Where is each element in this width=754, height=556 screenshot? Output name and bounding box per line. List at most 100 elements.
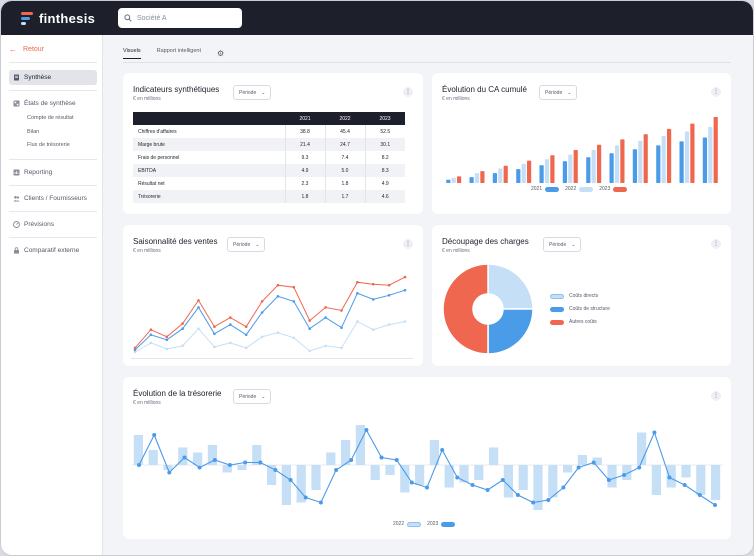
table-header-row: 2021 2022 2023 [133,112,405,125]
period-select[interactable]: Période ⌄ [227,237,266,252]
sidebar-item-label: Clients / Fournisseurs [24,195,87,202]
ca-bar [539,165,544,183]
card-unit: € en millions [133,96,161,102]
pie-slice [442,263,489,355]
treso-bar [355,425,365,465]
series-point [371,328,375,331]
view-tabs: Visuels Rapport intelligent ⚙ [123,45,224,61]
users-icon [13,196,20,202]
more-options-icon[interactable]: ⋮ [403,87,413,97]
treso-point [637,465,642,470]
more-options-icon[interactable]: ⋮ [711,391,721,401]
cell-value: 9.3 [285,151,326,164]
treso-bar [148,450,158,465]
chevron-down-icon: ⌄ [571,241,576,248]
period-label: Période [549,241,567,248]
sidebar-item-clients[interactable]: Clients / Fournisseurs [9,191,97,206]
ca-bar [544,159,550,183]
series-point [260,300,264,303]
back-label: Retour [23,46,45,53]
company-search-input[interactable]: Société A [118,8,242,28]
legend-swatch [579,186,594,192]
treso-bar [133,435,143,465]
treso-bar [222,465,232,473]
sidebar-item-synthese[interactable]: Synthèse [9,70,97,85]
treso-bar [592,457,602,465]
ca-bar-chart [446,117,718,183]
period-select[interactable]: Période ⌄ [539,85,578,100]
card-title: Évolution de la trésorerie [133,389,222,398]
sidebar-divider [9,90,97,91]
table-header-cell: 2023 [365,112,405,125]
sidebar-divider [9,62,97,63]
table-row: Résultat net 2.3 1.8 4.9 [133,177,405,190]
ca-bar [480,171,485,183]
row-label: EBITDA [133,164,286,177]
cell-value: 7.4 [325,151,366,164]
ca-bar [656,145,661,183]
treso-point [258,460,263,465]
sidebar-divider [9,211,97,212]
sidebar-subitem-flux[interactable]: Flux de trésorerie [27,142,70,148]
treso-bar [341,440,351,465]
ca-bar [550,155,555,183]
treso-bar [237,465,247,470]
ca-bar [568,154,573,183]
sidebar-subitem-compte-resultat[interactable]: Compte de résultat [27,115,74,121]
period-select[interactable]: Période ⌄ [233,389,272,404]
series-point [213,345,216,349]
cell-value: 5.0 [325,164,366,177]
search-value: Société A [137,14,167,22]
tab-rapport-intelligent[interactable]: Rapport intelligent [156,48,201,54]
logo[interactable]: finthesis [21,11,95,26]
chevron-down-icon: ⌄ [255,241,260,248]
app-name: finthesis [39,11,96,26]
ca-bar [521,163,526,183]
legend-swatch [550,306,564,312]
treso-point [243,460,248,465]
sidebar-item-reporting[interactable]: Reporting [9,165,97,180]
ca-bar [474,173,480,183]
tab-visuels[interactable]: Visuels [123,48,141,59]
series-point [133,350,137,354]
sidebar-item-etats[interactable]: États de synthèse [9,96,97,111]
sidebar-item-previsions[interactable]: Prévisions [9,217,97,232]
more-options-icon[interactable]: ⋮ [711,87,721,97]
ca-bar [609,153,614,183]
sidebar-subitem-bilan[interactable]: Bilan [27,129,40,135]
chevron-down-icon: ⌄ [261,393,266,400]
treso-point [273,468,278,472]
series-point [197,327,200,330]
ca-bar [597,144,602,183]
treso-legend: 2022 2023 [393,521,461,527]
more-options-icon[interactable]: ⋮ [403,239,413,249]
series-point [244,346,248,350]
period-select[interactable]: Période ⌄ [233,85,272,100]
treso-point [364,428,369,432]
series-point [181,327,184,330]
period-label: Période [545,89,563,96]
period-label: Période [239,89,257,96]
treso-point [137,463,141,467]
treso-point [697,493,702,497]
ca-bar [690,123,695,183]
sidebar-item-comparatif[interactable]: Comparatif externe [9,243,97,258]
gear-icon[interactable]: ⚙ [216,48,225,58]
treso-bar [296,465,306,503]
treso-point [515,493,520,497]
more-options-icon[interactable]: ⋮ [711,239,721,249]
back-link[interactable]: ← Retour [9,45,44,54]
series-point [356,280,359,284]
grid-icon [13,100,20,107]
treso-bar [459,465,469,483]
series-point [276,283,280,287]
table-row: EBITDA 4.9 5.0 8.3 [133,164,405,177]
logo-mark-icon [21,11,33,26]
cell-value: 4.9 [381,180,389,187]
card-unit: € en millions [133,400,161,406]
series-point [403,275,407,279]
period-select[interactable]: Période ⌄ [543,237,582,252]
ca-bar [620,139,625,183]
cell-value: 8.3 [365,164,405,177]
treso-bar [622,465,632,480]
